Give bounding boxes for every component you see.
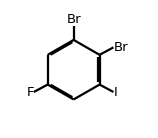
Text: Br: Br — [66, 13, 81, 26]
Text: Br: Br — [113, 41, 128, 54]
Text: I: I — [113, 86, 117, 99]
Text: F: F — [26, 86, 34, 99]
